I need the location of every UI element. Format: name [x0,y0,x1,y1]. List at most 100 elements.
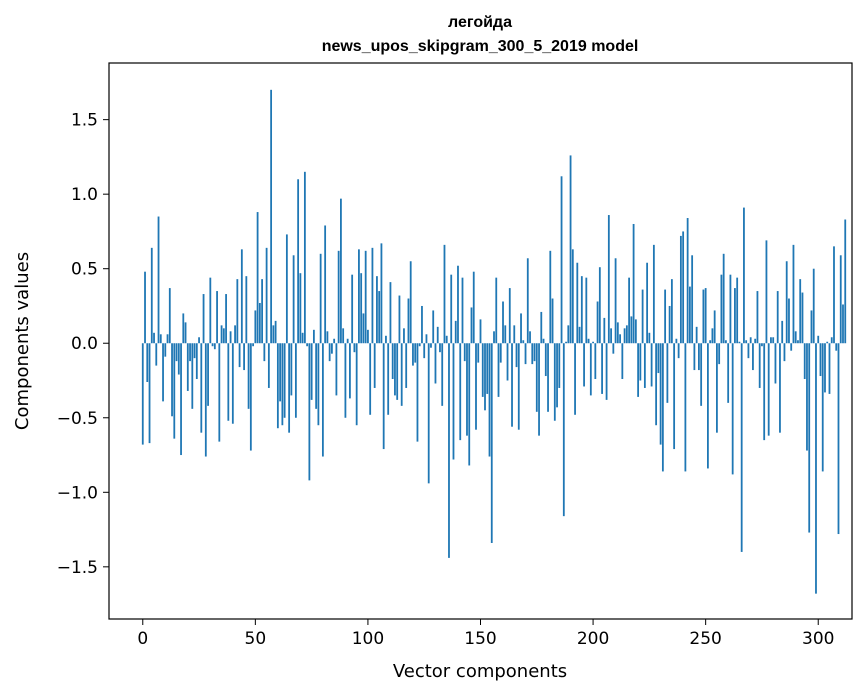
bar [641,289,644,344]
bar [364,250,367,344]
bar [391,343,394,380]
bar [598,267,601,344]
bar [454,320,457,344]
bar [610,328,612,344]
bar [409,261,412,344]
bar [743,207,745,344]
bar [373,343,376,388]
bar [274,320,277,344]
bar [387,343,390,415]
bar [808,343,811,533]
bar [621,343,624,380]
bar [312,329,315,344]
bar [628,277,630,344]
bar [594,343,597,380]
bar [394,343,396,396]
y-tick-label: −1.5 [57,558,98,578]
bar [470,307,473,344]
bar [589,343,592,396]
bar [207,343,209,406]
bar [544,343,547,377]
bar [736,277,739,344]
bar [576,262,579,344]
bar [758,343,761,388]
bar [319,253,322,344]
bar [520,313,522,344]
bar [378,291,381,344]
bar [335,343,338,396]
bar [211,343,214,347]
bar [294,343,297,418]
bar [531,343,534,365]
bar [162,343,164,402]
chart-title: легойда [448,14,512,31]
bar [720,274,723,344]
bar [405,343,408,388]
bar [272,325,275,344]
bar [175,343,178,362]
bar [583,343,585,387]
bar [234,325,236,344]
bar [403,328,405,344]
bar [772,337,775,344]
bar [202,294,205,344]
bar [229,331,232,344]
bar [310,343,313,400]
bar [182,313,185,344]
bar [675,338,678,344]
bar [306,343,309,347]
bar [587,338,590,344]
bar [290,343,293,396]
bar [632,223,635,344]
bar [790,343,793,351]
bar [303,171,306,344]
bar [842,304,844,344]
bar [830,337,833,344]
bar [155,343,158,366]
bar [342,328,345,344]
chart-subtitle: news_upos_skipgram_300_5_2019 model [322,38,639,55]
bars-group [141,89,847,594]
bar [463,343,466,362]
bar [799,279,802,344]
bar [153,332,155,344]
bar [346,338,349,344]
bar [177,343,180,375]
bar [362,313,365,344]
bar [353,343,356,353]
bar [529,331,531,344]
bar [655,343,658,426]
bar [385,335,387,344]
bar [490,343,493,543]
bar [533,343,536,362]
bar [682,231,685,344]
bar [481,343,484,397]
bar [432,310,435,344]
bar [452,343,455,460]
bar [693,343,696,371]
bar [785,261,788,344]
bar [285,234,288,344]
bar [173,343,176,439]
bar [261,279,263,344]
bar [833,246,835,344]
bar [308,343,311,481]
bar [216,291,218,344]
x-tick-label: 300 [802,629,834,649]
bar [792,244,795,344]
bar [351,274,354,344]
bar [571,249,574,344]
bar [213,343,216,350]
bar [722,253,725,344]
bar [603,317,606,344]
bar [466,343,468,436]
bar [522,340,525,344]
bar [389,282,392,344]
bar [457,265,459,344]
bar [443,244,446,344]
bar [270,89,273,344]
bar [382,343,385,450]
bar [511,343,513,427]
bar [826,341,829,344]
